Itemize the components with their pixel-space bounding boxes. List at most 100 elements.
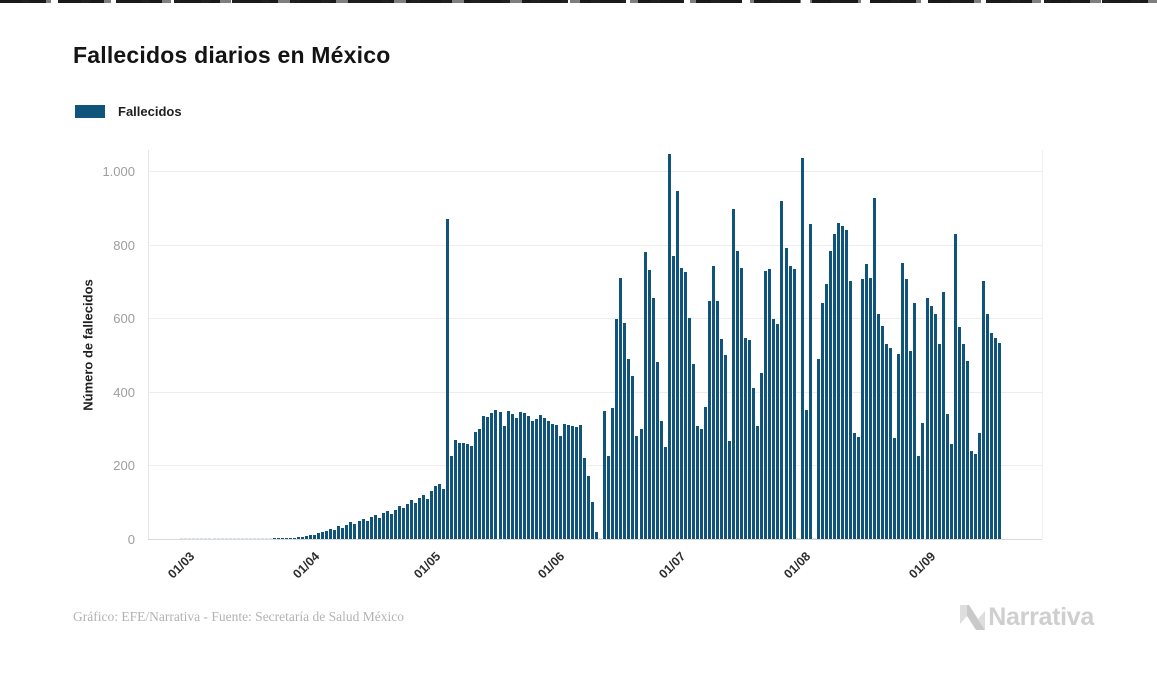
bar — [881, 326, 885, 539]
top-edge-artifact — [0, 0, 1157, 3]
bar — [631, 376, 635, 539]
gridline — [148, 171, 1042, 172]
bar — [716, 301, 719, 539]
bar — [522, 413, 526, 539]
bar — [812, 538, 816, 539]
bar — [397, 506, 401, 539]
bar — [244, 538, 248, 539]
bar — [494, 410, 498, 539]
bar — [280, 538, 284, 539]
y-tick-label: 1.000 — [102, 164, 135, 179]
bar — [679, 268, 683, 539]
bar — [675, 191, 679, 539]
gridline — [148, 318, 1042, 320]
bar — [184, 538, 188, 539]
bar — [728, 441, 732, 539]
bar — [450, 456, 454, 539]
bar — [575, 427, 578, 539]
plot-right-border — [1042, 150, 1043, 539]
bar — [228, 538, 232, 539]
bar — [385, 511, 389, 539]
bar — [583, 458, 587, 539]
bar — [832, 234, 836, 539]
bar — [365, 521, 369, 539]
bar — [792, 269, 796, 539]
footer-credit: Gráfico: EFE/Narrativa - Fuente: Secreta… — [73, 609, 405, 624]
narrativa-logo-text: Narrativa — [988, 603, 1094, 631]
bar — [349, 522, 353, 539]
bar — [603, 411, 607, 539]
bar — [413, 503, 417, 539]
bar — [744, 338, 748, 539]
bar — [836, 223, 840, 539]
bar — [965, 361, 969, 539]
bar — [361, 519, 365, 539]
bar — [546, 421, 550, 539]
bar — [353, 524, 357, 539]
bar — [764, 271, 768, 539]
bar — [252, 538, 256, 539]
bar — [909, 351, 913, 539]
bar — [470, 446, 474, 539]
bar — [820, 303, 824, 539]
bar — [707, 301, 711, 539]
bar — [865, 264, 868, 539]
bar — [953, 234, 957, 539]
bar — [232, 538, 236, 539]
bar — [611, 408, 615, 539]
bar — [651, 298, 655, 539]
bar — [687, 318, 691, 539]
bar — [635, 436, 639, 539]
bar — [784, 248, 788, 539]
bar — [466, 444, 470, 539]
bar — [893, 438, 897, 539]
bar — [538, 415, 542, 539]
bar — [321, 532, 325, 539]
bar — [268, 538, 272, 539]
bar — [973, 454, 977, 539]
bar — [526, 416, 530, 539]
bar — [442, 489, 446, 539]
bar — [534, 419, 538, 539]
bar — [490, 413, 494, 539]
bar — [599, 538, 603, 539]
bar — [796, 538, 800, 539]
bar — [454, 440, 458, 539]
bar — [313, 535, 317, 539]
bar — [438, 484, 441, 539]
bar — [562, 424, 566, 539]
bar — [377, 518, 381, 539]
bar — [285, 538, 288, 539]
y-tick-label: 400 — [113, 384, 135, 400]
bar — [756, 426, 760, 539]
bar — [224, 538, 228, 539]
bar — [357, 521, 361, 539]
bar — [828, 251, 832, 539]
bar — [977, 433, 981, 539]
bar — [325, 531, 329, 539]
bar — [949, 444, 953, 539]
bar — [421, 495, 425, 539]
x-tick-label: 01/03 — [165, 549, 198, 582]
bar — [317, 533, 321, 539]
bar — [550, 424, 554, 539]
bar — [683, 272, 687, 539]
bar — [985, 314, 989, 539]
bar — [941, 292, 945, 539]
bar — [180, 538, 184, 539]
bar — [587, 476, 591, 539]
legend-label: Fallecidos — [118, 104, 182, 119]
x-tick-label: 01/05 — [410, 549, 443, 582]
bar — [905, 279, 909, 539]
bar — [913, 303, 917, 539]
bar — [889, 348, 893, 539]
bar — [776, 324, 780, 539]
bar — [369, 517, 373, 539]
bar — [530, 421, 534, 539]
bar — [760, 373, 764, 539]
bar — [921, 423, 925, 539]
bar — [426, 499, 429, 539]
bar — [788, 266, 792, 539]
bar — [558, 436, 562, 539]
bar — [381, 513, 385, 539]
